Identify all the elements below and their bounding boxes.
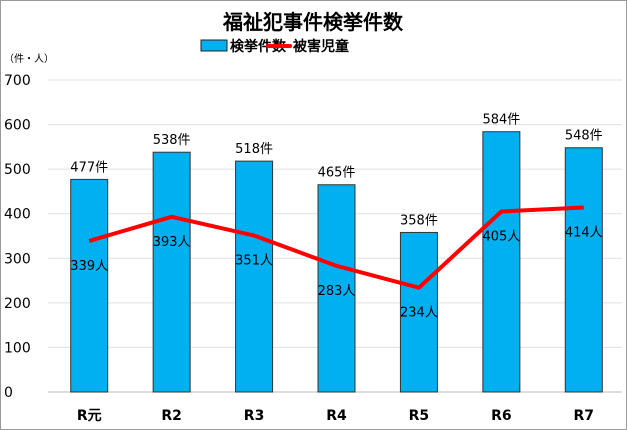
line-data-label: 393人 [153, 235, 191, 250]
bar [152, 151, 191, 393]
y-tick-label: 200 [4, 296, 31, 312]
x-tick-label: R元 [77, 408, 102, 424]
chart-title: 福祉犯事件検挙件数 [222, 10, 404, 34]
line-data-label: 283人 [318, 284, 356, 299]
line-data-label: 405人 [482, 229, 520, 244]
line-data-label: 339人 [70, 259, 108, 274]
y-tick-label: 100 [4, 340, 31, 356]
bar-data-label: 358件 [400, 213, 438, 228]
y-tick-label: 500 [4, 162, 31, 178]
bar-data-label: 584件 [482, 113, 520, 128]
x-tick-label: R3 [244, 408, 265, 424]
y-tick-label: 600 [4, 118, 31, 134]
bar-data-label: 465件 [318, 166, 356, 181]
line-data-label: 351人 [235, 254, 273, 269]
legend-label-bar: 検挙件数 [230, 38, 287, 55]
x-tick-label: R6 [491, 408, 512, 424]
bar [564, 147, 603, 393]
bar-data-label: 518件 [235, 142, 273, 157]
bar-data-label: 548件 [565, 129, 603, 144]
bar [235, 160, 274, 393]
y-tick-label: 0 [4, 385, 13, 401]
y-tick-label: 300 [4, 251, 31, 267]
y-axis-unit: （件・人） [4, 53, 54, 65]
y-tick-label: 400 [4, 207, 31, 223]
x-tick-label: R7 [574, 408, 595, 424]
x-tick-label: R2 [161, 408, 182, 424]
x-tick-label: R5 [409, 408, 430, 424]
y-tick-label: 700 [4, 73, 31, 89]
bar [70, 178, 109, 393]
bar [317, 184, 356, 393]
line-data-label: 234人 [400, 306, 438, 321]
x-tick-label: R4 [326, 408, 347, 424]
bar-data-label: 477件 [70, 160, 108, 175]
legend-swatch-bar [200, 39, 228, 52]
legend-label-line: 被害児童 [293, 38, 349, 55]
bar [482, 131, 521, 393]
line-data-label: 414人 [565, 225, 603, 240]
bar-data-label: 538件 [153, 133, 191, 148]
legend: 検挙件数 被害児童 [200, 38, 349, 55]
bar [399, 231, 438, 393]
